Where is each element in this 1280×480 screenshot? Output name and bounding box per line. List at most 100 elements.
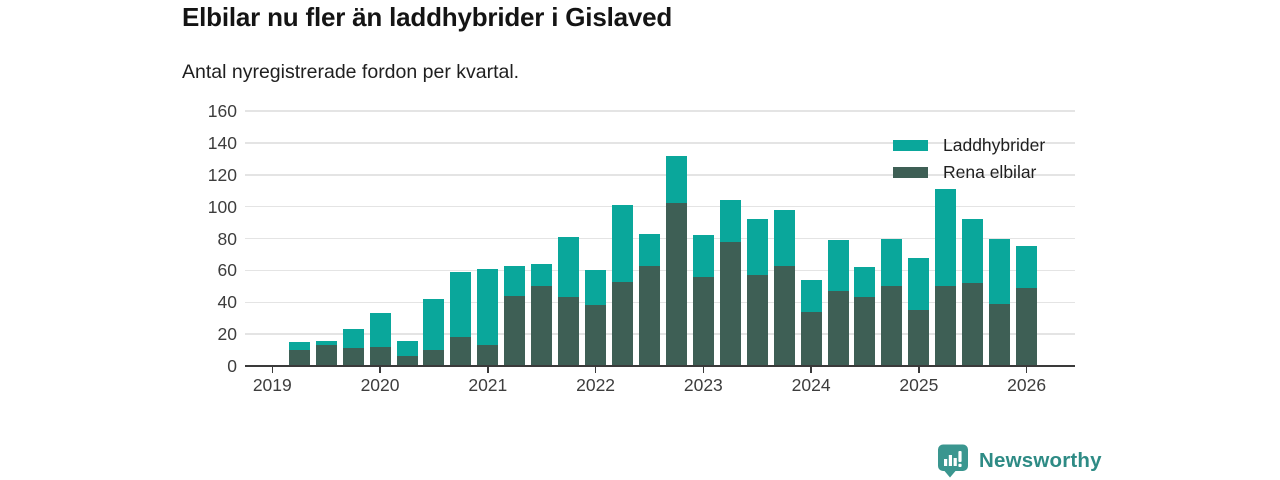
- legend-item-laddhybrider: Laddhybrider: [893, 132, 1045, 159]
- bar-group: [612, 111, 634, 366]
- legend-swatch-rena-elbilar-icon: [893, 167, 928, 178]
- bar-segment-rena-elbilar: [423, 350, 445, 366]
- x-axis-tick-label: 2023: [683, 375, 723, 395]
- bar-group: [962, 111, 984, 366]
- bar-segment-laddhybrider: [612, 205, 634, 282]
- bar-segment-laddhybrider: [827, 240, 849, 292]
- bar-segment-rena-elbilar: [746, 275, 768, 366]
- legend-swatch-laddhybrider-icon: [893, 140, 928, 151]
- x-axis-tick-label: 2021: [468, 375, 508, 395]
- bar-group: [1016, 111, 1038, 366]
- gridline: [245, 269, 1075, 272]
- bar-segment-rena-elbilar: [638, 265, 660, 366]
- bar-segment-rena-elbilar: [935, 286, 957, 366]
- bar-segment-rena-elbilar: [854, 297, 876, 366]
- bar-segment-laddhybrider: [665, 155, 687, 204]
- bar-segment-rena-elbilar: [989, 303, 1011, 366]
- y-axis-tick-label: 120: [207, 164, 237, 185]
- x-axis-line: [245, 364, 1075, 367]
- bar-group: [665, 111, 687, 366]
- bar-segment-rena-elbilar: [719, 241, 741, 366]
- bar-group: [854, 111, 876, 366]
- x-axis-tick: [918, 367, 920, 373]
- bar-segment-rena-elbilar: [450, 337, 472, 366]
- gridline: [245, 142, 1075, 144]
- bar-segment-laddhybrider: [585, 270, 607, 306]
- bar-group: [504, 111, 526, 366]
- bar-segment-laddhybrider: [881, 238, 903, 287]
- bar-group: [773, 111, 795, 366]
- x-axis-tick-label: 2025: [899, 375, 939, 395]
- bar-segment-rena-elbilar: [477, 345, 499, 366]
- gridline: [245, 301, 1075, 303]
- bar-segment-rena-elbilar: [315, 345, 337, 366]
- x-axis-tick: [1025, 367, 1028, 373]
- bar-group: [800, 111, 822, 366]
- bar-group: [342, 111, 364, 366]
- bar-segment-laddhybrider: [315, 340, 337, 346]
- y-axis-tick-label: 80: [217, 228, 237, 249]
- x-axis-tick: [271, 367, 274, 373]
- bar-group: [719, 111, 741, 366]
- bar-group: [935, 111, 957, 366]
- brand-footer: Newsworthy: [937, 444, 1102, 478]
- bar-group: [450, 111, 472, 366]
- legend-label: Laddhybrider: [943, 135, 1046, 155]
- bar-segment-laddhybrider: [369, 313, 391, 347]
- bar-segment-rena-elbilar: [504, 295, 526, 366]
- bar-segment-rena-elbilar: [585, 305, 607, 366]
- bar-segment-rena-elbilar: [396, 356, 418, 366]
- plot-area: [245, 110, 1075, 366]
- gridline: [245, 333, 1075, 335]
- bar-segment-laddhybrider: [962, 219, 984, 284]
- x-axis-tick-label: 2020: [360, 375, 400, 395]
- legend-label: Rena elbilar: [943, 162, 1037, 182]
- bar-segment-laddhybrider: [477, 268, 499, 346]
- bar-segment-laddhybrider: [719, 200, 741, 242]
- bar-segment-rena-elbilar: [342, 348, 364, 366]
- x-axis-tick: [702, 367, 705, 373]
- bar-group: [396, 111, 418, 366]
- gridline: [245, 205, 1075, 208]
- gridline: [245, 237, 1075, 240]
- x-axis-tick: [379, 367, 381, 373]
- bar-segment-rena-elbilar: [612, 281, 634, 366]
- bar-group: [692, 111, 714, 366]
- bar-segment-laddhybrider: [746, 219, 768, 276]
- bar-group: [315, 111, 337, 366]
- bar-group: [288, 111, 310, 366]
- bar-segment-laddhybrider: [908, 257, 930, 311]
- bar-segment-laddhybrider: [692, 235, 714, 277]
- bar-segment-laddhybrider: [935, 189, 957, 287]
- x-axis-tick: [487, 367, 489, 373]
- bar-segment-rena-elbilar: [881, 286, 903, 366]
- bar-segment-rena-elbilar: [531, 286, 553, 366]
- bar-segment-laddhybrider: [773, 209, 795, 266]
- bar-segment-rena-elbilar: [827, 291, 849, 366]
- chart-title: Elbilar nu fler än laddhybrider i Gislav…: [182, 2, 673, 32]
- gridline: [245, 110, 1075, 112]
- x-axis-tick-label: 2019: [252, 375, 292, 395]
- chart-subtitle: Antal nyregistrerade fordon per kvartal.: [182, 61, 520, 83]
- bar-group: [477, 111, 499, 366]
- y-axis-tick-label: 60: [217, 260, 237, 281]
- bar-segment-laddhybrider: [504, 265, 526, 296]
- bar-segment-rena-elbilar: [908, 310, 930, 366]
- bar-segment-laddhybrider: [396, 340, 418, 357]
- bar-segment-laddhybrider: [854, 267, 876, 298]
- bar-group: [423, 111, 445, 366]
- bar-segment-laddhybrider: [423, 299, 445, 351]
- bar-segment-laddhybrider: [531, 264, 553, 287]
- y-axis-tick-label: 0: [227, 356, 237, 376]
- bar-segment-laddhybrider: [638, 233, 660, 266]
- bar-segment-rena-elbilar: [665, 203, 687, 366]
- x-axis-tick: [594, 367, 597, 373]
- bar-segment-rena-elbilar: [692, 276, 714, 366]
- y-axis-tick-label: 140: [207, 132, 237, 153]
- bar-group: [908, 111, 930, 366]
- bar-segment-rena-elbilar: [773, 265, 795, 366]
- y-axis-tick-label: 20: [217, 324, 237, 345]
- brand-text: Newsworthy: [979, 449, 1102, 472]
- bar-segment-laddhybrider: [989, 238, 1011, 304]
